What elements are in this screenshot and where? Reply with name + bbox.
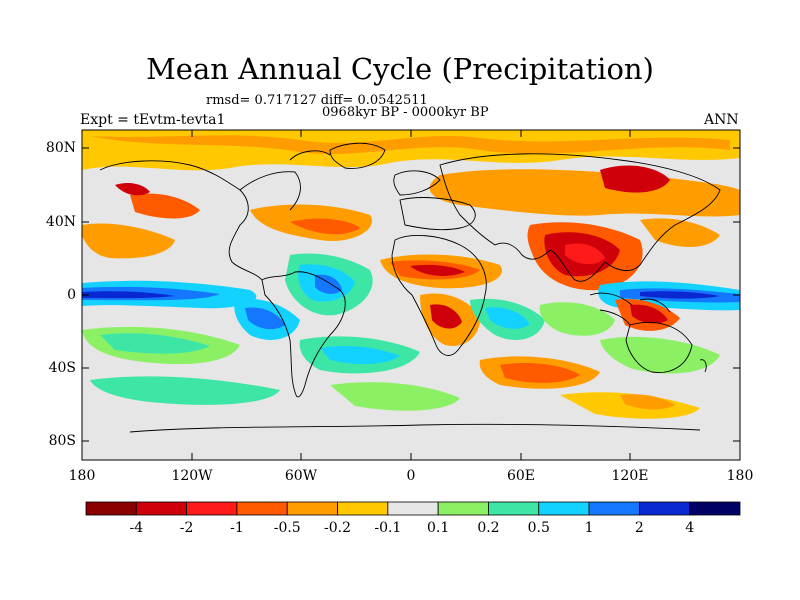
lat-tick-label: 40S bbox=[48, 360, 76, 376]
colorbar-swatch bbox=[638, 501, 691, 516]
colorbar-label: 0.2 bbox=[477, 520, 500, 536]
colorbar-swatch bbox=[85, 501, 137, 516]
colorbar-label: -0.1 bbox=[374, 520, 402, 536]
precipitation-anomaly-field bbox=[82, 130, 740, 460]
colorbar-swatch bbox=[186, 501, 238, 516]
colorbar-swatch bbox=[437, 501, 489, 516]
colorbar-label: 0.1 bbox=[427, 520, 450, 536]
colorbar-label: -0.5 bbox=[273, 520, 301, 536]
period-line: 0968kyr BP - 0000kyr BP bbox=[322, 105, 489, 120]
colorbar-label: 2 bbox=[634, 520, 644, 536]
lon-tick-label: 120W bbox=[171, 468, 213, 484]
experiment-label: Expt = tEvtm-tevta1 bbox=[80, 112, 226, 128]
colorbar-label: -4 bbox=[129, 520, 144, 536]
colorbar-swatch bbox=[387, 501, 439, 516]
colorbar-swatch bbox=[286, 501, 338, 516]
colorbar-swatch bbox=[538, 501, 590, 516]
colorbar-label: -0.2 bbox=[324, 520, 352, 536]
colorbar-swatch bbox=[689, 501, 741, 516]
colorbar-swatch bbox=[236, 501, 288, 516]
stats-line: rmsd= 0.717127 diff= 0.0542511 bbox=[206, 93, 428, 108]
colorbar-label: 4 bbox=[685, 520, 695, 536]
colorbar-swatch bbox=[135, 501, 188, 516]
colorbar-label: -2 bbox=[179, 520, 194, 536]
lon-tick-label: 180 bbox=[68, 468, 96, 484]
lat-tick-label: 0 bbox=[67, 287, 76, 303]
colorbar-swatch bbox=[488, 501, 540, 516]
lon-tick-label: 60E bbox=[506, 468, 536, 484]
map-frame bbox=[81, 129, 741, 461]
colorbar-label: -1 bbox=[230, 520, 244, 536]
season-label: ANN bbox=[704, 112, 739, 128]
lat-tick-label: 80N bbox=[45, 140, 76, 156]
lat-tick-label: 40N bbox=[45, 214, 76, 230]
lon-tick-label: 0 bbox=[406, 468, 416, 484]
colorbar-label: 1 bbox=[584, 520, 594, 536]
lat-tick-label: 80S bbox=[48, 433, 76, 449]
colorbar-label: 0.5 bbox=[527, 520, 550, 536]
colorbar-swatch bbox=[588, 501, 640, 516]
lon-tick-label: 60W bbox=[284, 468, 318, 484]
colorbar-swatch bbox=[337, 501, 389, 516]
plot-title: Mean Annual Cycle (Precipitation) bbox=[146, 52, 654, 86]
colorbar bbox=[85, 501, 741, 516]
coastlines bbox=[99, 142, 721, 433]
lon-tick-label: 180 bbox=[726, 468, 754, 484]
lon-tick-label: 120E bbox=[611, 468, 649, 484]
